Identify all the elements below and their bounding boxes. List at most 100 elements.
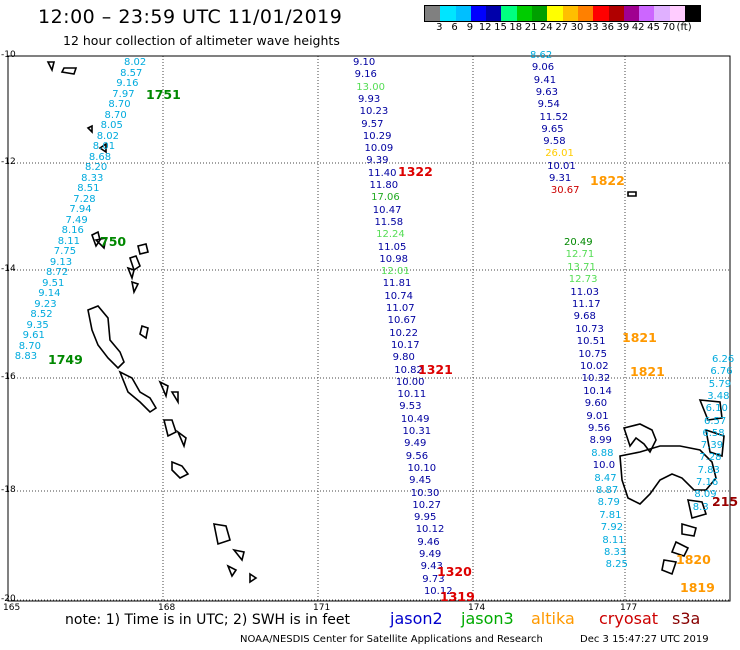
wave-height-label: 8.02 (96, 130, 119, 142)
wave-height-label: 11.58 (374, 216, 404, 228)
lon-label: 174 (468, 603, 486, 613)
wave-height-label: 8.83 (14, 351, 38, 362)
lon-label: 168 (158, 603, 176, 613)
island-coastline (94, 236, 108, 250)
wave-height-label: 6.76 (710, 366, 733, 378)
wave-height-label: 9.93 (357, 93, 381, 105)
wave-height-label: 8.47 (594, 472, 617, 484)
island-coastline (46, 61, 56, 73)
island-coastline (670, 540, 690, 557)
wave-height-label: 9.45 (409, 475, 432, 487)
wave-height-label: 8.05 (100, 120, 123, 131)
island-coastline (139, 324, 149, 340)
wave-height-label: 8.11 (602, 534, 625, 546)
wave-height-label: 9.95 (414, 512, 437, 524)
lon-label: 177 (620, 603, 638, 613)
color-scale-label: (ft) (676, 22, 692, 33)
wave-height-label: 8.09 (694, 489, 717, 501)
color-scale-label: 36 (601, 22, 614, 33)
wave-height-label: 10.75 (578, 348, 608, 360)
map-frame (7, 55, 731, 602)
color-scale-label: 27 (555, 22, 569, 33)
wave-height-label: 10.67 (387, 315, 417, 327)
wave-height-label: 11.52 (539, 111, 569, 123)
color-swatch (455, 6, 471, 21)
wave-height-label: 8.62 (530, 50, 553, 61)
color-swatch (593, 6, 609, 21)
wave-height-label: 9.73 (422, 573, 445, 585)
color-scale-label: 39 (616, 22, 630, 33)
island-coastline (118, 370, 158, 414)
wave-height-label: 11.81 (382, 278, 412, 290)
wave-height-label: 9.23 (34, 298, 57, 310)
wave-height-label: 8.02 (124, 57, 147, 68)
wave-height-label: 9.10 (353, 57, 376, 68)
wave-height-label: 9.58 (543, 136, 566, 148)
wave-height-label: 9.01 (586, 410, 609, 422)
wave-height-label: 20.49 (564, 237, 593, 248)
wave-height-label: 8.3 (692, 501, 709, 513)
wave-height-label: 11.17 (572, 299, 601, 310)
legend-cryosat: cryosat (599, 609, 659, 628)
color-swatch (532, 6, 548, 21)
wave-height-label: 9.68 (573, 311, 596, 323)
wave-height-label: 9.56 (405, 450, 429, 462)
wave-height-label: 7.81 (599, 509, 622, 521)
color-scale-label: 15 (494, 22, 507, 33)
color-swatch (608, 6, 624, 21)
wave-height-label: 8.51 (77, 183, 100, 194)
color-scale-label: 6 (451, 22, 458, 33)
island-coastline (137, 243, 149, 255)
wave-height-label: 9.16 (354, 69, 377, 81)
color-scale-label: 12 (478, 22, 492, 33)
wave-height-label: 10.12 (423, 585, 453, 597)
island-coastline (619, 445, 717, 505)
wave-height-label: 9.35 (26, 319, 49, 331)
wave-height-label: 12.71 (565, 249, 595, 261)
page-subtitle: 12 hour collection of altimeter wave hei… (63, 33, 340, 48)
wave-height-label: 13.00 (356, 81, 385, 93)
lat-label: -16 (1, 372, 16, 382)
color-swatch (547, 6, 563, 21)
wave-height-label: 10.74 (384, 290, 413, 302)
wave-height-label: 9.41 (533, 74, 557, 86)
legend-s3a: s3a (672, 609, 701, 628)
wave-height-label: 8.11 (57, 235, 80, 247)
wave-height-label: 26.01 (545, 148, 574, 160)
wave-height-label: 10.00 (395, 376, 425, 388)
color-swatch (669, 6, 686, 21)
color-swatch (654, 6, 670, 21)
wave-height-label: 7.97 (112, 88, 135, 100)
wave-height-label: 12.01 (381, 266, 410, 278)
wave-height-label: 8.99 (589, 435, 612, 447)
island-coastline (171, 460, 190, 479)
color-scale-label: 70 (662, 22, 676, 33)
island-coastline (86, 124, 93, 134)
wave-height-label: 8.25 (605, 559, 628, 571)
island-coastline (249, 572, 258, 584)
wave-height-label: 9.63 (535, 86, 558, 98)
pass-time-label: 1322 (398, 164, 433, 179)
color-swatch (516, 6, 533, 21)
color-scale-label: 45 (647, 22, 660, 33)
wave-height-label: 9.61 (22, 330, 45, 341)
wave-height-label: 9.46 (417, 536, 440, 548)
wave-height-label: 9.14 (38, 288, 61, 299)
color-swatch (470, 6, 487, 21)
color-swatch (440, 6, 456, 21)
timestamp-text: Dec 3 15:47:27 UTC 2019 (580, 634, 709, 645)
wave-height-label: 6.58 (702, 427, 725, 439)
wave-height-label: 8.70 (18, 340, 41, 352)
wave-height-label: 7.16 (696, 477, 719, 488)
color-swatch (486, 6, 502, 21)
wave-height-label: 10.01 (547, 160, 576, 172)
wave-height-label: 10.73 (575, 323, 604, 335)
color-scale-label: 18 (509, 22, 523, 33)
island-coastline (176, 429, 187, 449)
wave-height-label: 9.51 (42, 277, 65, 289)
wave-height-label: 10.32 (581, 373, 611, 385)
wave-height-label: 7.94 (69, 204, 92, 215)
wave-height-label: 10.82 (394, 364, 423, 376)
color-swatch (623, 6, 640, 21)
coastlines (46, 61, 725, 584)
